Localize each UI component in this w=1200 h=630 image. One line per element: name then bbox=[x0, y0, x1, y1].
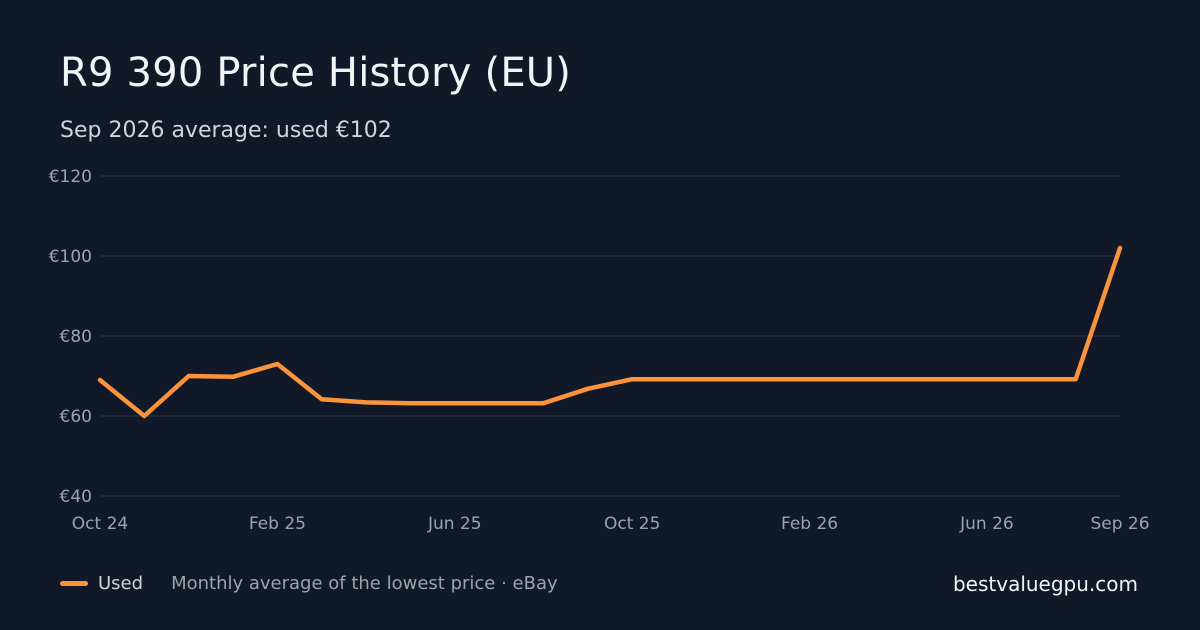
data-point-used bbox=[408, 401, 412, 405]
legend: Used Monthly average of the lowest price… bbox=[60, 573, 558, 594]
data-point-used bbox=[852, 377, 856, 381]
data-point-used bbox=[186, 374, 190, 378]
legend-label-used: Used bbox=[98, 573, 144, 594]
x-tick-label: Feb 25 bbox=[249, 514, 306, 534]
data-point-used bbox=[763, 377, 767, 381]
legend-swatch-used bbox=[60, 581, 88, 586]
data-point-used bbox=[1029, 377, 1033, 381]
data-point-used bbox=[1073, 377, 1077, 381]
data-point-used bbox=[896, 377, 900, 381]
data-point-used bbox=[364, 400, 368, 404]
y-tick-label: €60 bbox=[60, 407, 92, 427]
legend-note: Monthly average of the lowest price · eB… bbox=[171, 573, 558, 594]
data-point-used bbox=[98, 378, 102, 382]
data-point-used bbox=[320, 397, 324, 401]
data-point-used bbox=[1118, 246, 1122, 250]
x-tick-label: Jun 26 bbox=[959, 514, 1014, 534]
data-point-used bbox=[674, 377, 678, 381]
chart-subtitle: Sep 2026 average: used €102 bbox=[60, 118, 392, 143]
chart-title: R9 390 Price History (EU) bbox=[60, 50, 572, 96]
x-tick-label: Sep 26 bbox=[1090, 514, 1149, 534]
data-point-used bbox=[586, 387, 590, 391]
x-tick-label: Oct 24 bbox=[72, 514, 128, 534]
data-point-used bbox=[231, 375, 235, 379]
data-point-used bbox=[630, 377, 634, 381]
data-point-used bbox=[142, 414, 146, 418]
y-tick-label: €120 bbox=[49, 167, 92, 187]
data-point-used bbox=[275, 362, 279, 366]
data-point-used bbox=[985, 377, 989, 381]
data-point-used bbox=[940, 377, 944, 381]
x-tick-label: Feb 26 bbox=[781, 514, 838, 534]
data-point-used bbox=[807, 377, 811, 381]
x-tick-label: Jun 25 bbox=[427, 514, 482, 534]
site-name: bestvaluegpu.com bbox=[952, 572, 1138, 596]
y-tick-label: €100 bbox=[49, 247, 92, 267]
data-point-used bbox=[497, 401, 501, 405]
y-tick-label: €40 bbox=[60, 487, 92, 507]
x-tick-label: Oct 25 bbox=[604, 514, 660, 534]
y-tick-label: €80 bbox=[60, 327, 92, 347]
data-point-used bbox=[541, 401, 545, 405]
data-point-used bbox=[453, 401, 457, 405]
series-line-used bbox=[97, 245, 1123, 419]
data-point-used bbox=[719, 377, 723, 381]
